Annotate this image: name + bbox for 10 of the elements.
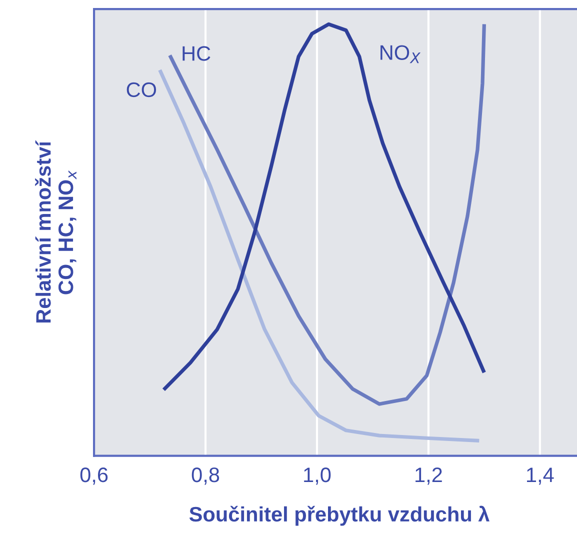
x-tick-label: 1,4 bbox=[527, 468, 554, 485]
series-label: HC bbox=[182, 46, 210, 61]
x-tick-label: 0,6 bbox=[80, 467, 108, 485]
series-label: CO bbox=[126, 82, 156, 98]
x-tick-label: 1,0 bbox=[304, 467, 331, 485]
series-label: NO$_{X}$ bbox=[380, 45, 421, 64]
x-tick-label: 0,8 bbox=[192, 467, 220, 485]
x-tick-label: 1,2 bbox=[416, 467, 442, 485]
y-axis-title: Relativní množství CO, HC, NO$_{x}$ bbox=[35, 140, 76, 323]
x-axis-title: Součinitel přebytku vzduchu λ bbox=[189, 506, 490, 526]
